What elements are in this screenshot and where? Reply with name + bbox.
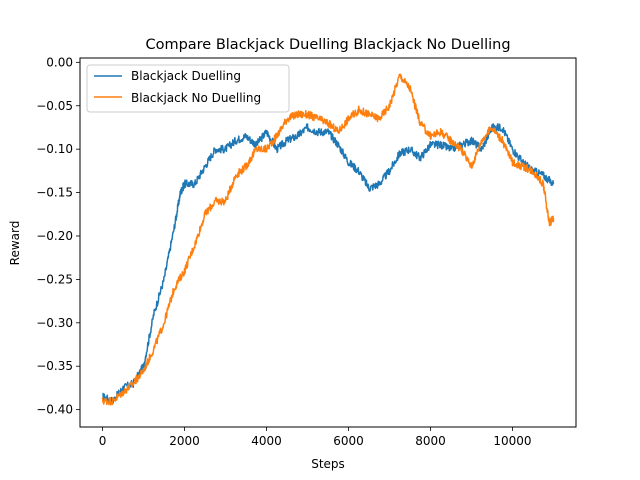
series-line-no-duelling: [101, 73, 555, 406]
plot-area: [80, 58, 576, 427]
y-tick-label: −0.35: [36, 359, 73, 373]
series-line-duelling: [102, 123, 555, 405]
x-tick-label: 2000: [169, 434, 200, 448]
legend: Blackjack Duelling Blackjack No Duelling: [86, 64, 290, 113]
y-axis: 0.00 −0.05 −0.10 −0.15 −0.20 −0.25 −0.30 −0.35 −…: [36, 55, 80, 417]
x-tick-label: 6000: [333, 434, 364, 448]
y-tick-label: −0.05: [36, 99, 73, 113]
chart-title: Compare Blackjack Duelling Blackjack No …: [145, 37, 510, 53]
y-tick-label: −0.30: [36, 316, 73, 330]
x-axis: 0 2000 4000 6000 8000 10000: [99, 427, 532, 448]
x-axis-label: Steps: [311, 457, 345, 471]
legend-box: [86, 64, 290, 113]
x-tick-label: 4000: [251, 434, 282, 448]
y-tick-label: −0.25: [36, 272, 73, 286]
y-tick-label: −0.40: [36, 403, 73, 417]
y-tick-label: −0.15: [36, 186, 73, 200]
series-layer: [101, 73, 555, 406]
legend-label-no-duelling: Blackjack No Duelling: [131, 91, 261, 105]
x-tick-label: 0: [99, 434, 107, 448]
y-tick-label: −0.20: [36, 229, 73, 243]
legend-label-duelling: Blackjack Duelling: [131, 69, 241, 83]
plot-frame: [79, 57, 577, 428]
y-tick-label: −0.10: [36, 142, 73, 156]
y-axis-label: Reward: [8, 221, 22, 266]
x-tick-label: 10000: [493, 434, 531, 448]
y-tick-label: 0.00: [46, 55, 73, 69]
x-tick-label: 8000: [415, 434, 446, 448]
